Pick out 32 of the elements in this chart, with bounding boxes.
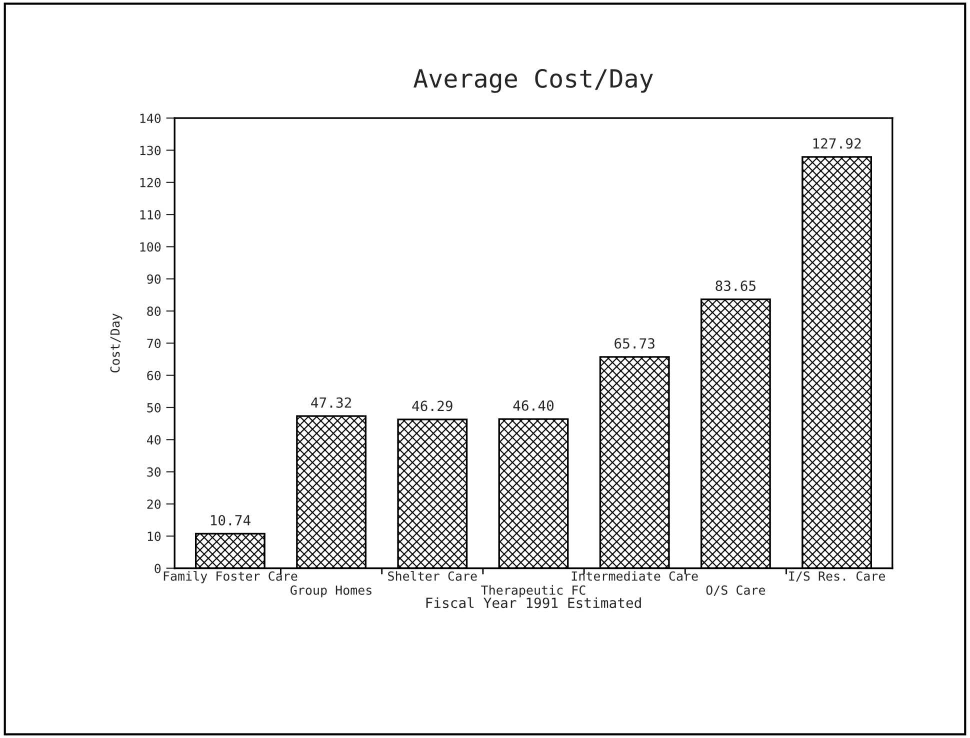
x-tick-label: Family Foster Care [164, 571, 298, 584]
y-tick-label: 130 [140, 146, 161, 156]
y-tick-label: 50 [147, 402, 161, 412]
data-label: 83.65 [716, 280, 756, 292]
data-label: 46.40 [513, 400, 554, 411]
y-tick-label: 110 [140, 210, 161, 220]
y-axis-title: Cost/Day [110, 314, 122, 372]
chart-title: Average Cost/Day [414, 68, 653, 93]
x-tick-label: O/S Care [706, 585, 766, 596]
y-tick-label: 20 [147, 499, 161, 509]
y-tick-label: 140 [140, 114, 161, 124]
data-label: 46.29 [412, 400, 452, 412]
y-tick-label: 90 [147, 274, 161, 284]
y-tick-label: 100 [140, 242, 161, 252]
y-tick-label: 30 [147, 467, 161, 477]
y-tick-label: 70 [147, 338, 161, 348]
x-tick-label: I/S Res. Care [789, 571, 885, 582]
x-tick-label: Therapeutic FC [481, 585, 586, 598]
x-tick-label: Intermediate Care [572, 571, 698, 581]
y-tick-label: 10 [148, 532, 161, 542]
x-axis-title: Fiscal Year 1991 Estimated [426, 597, 641, 608]
y-tick-label: 40 [146, 435, 161, 445]
y-tick-label: 120 [140, 178, 161, 188]
data-label: 127.92 [813, 138, 861, 149]
y-tick-label: 60 [147, 370, 161, 380]
data-label: 10.74 [210, 514, 250, 526]
data-label: 65.73 [614, 338, 654, 349]
data-label: 47.32 [311, 397, 352, 408]
y-tick-label: 0 [154, 564, 161, 574]
y-tick-label: 80 [147, 306, 161, 316]
x-tick-label: Group Homes [290, 585, 372, 598]
x-tick-label: Shelter Care [388, 571, 477, 581]
